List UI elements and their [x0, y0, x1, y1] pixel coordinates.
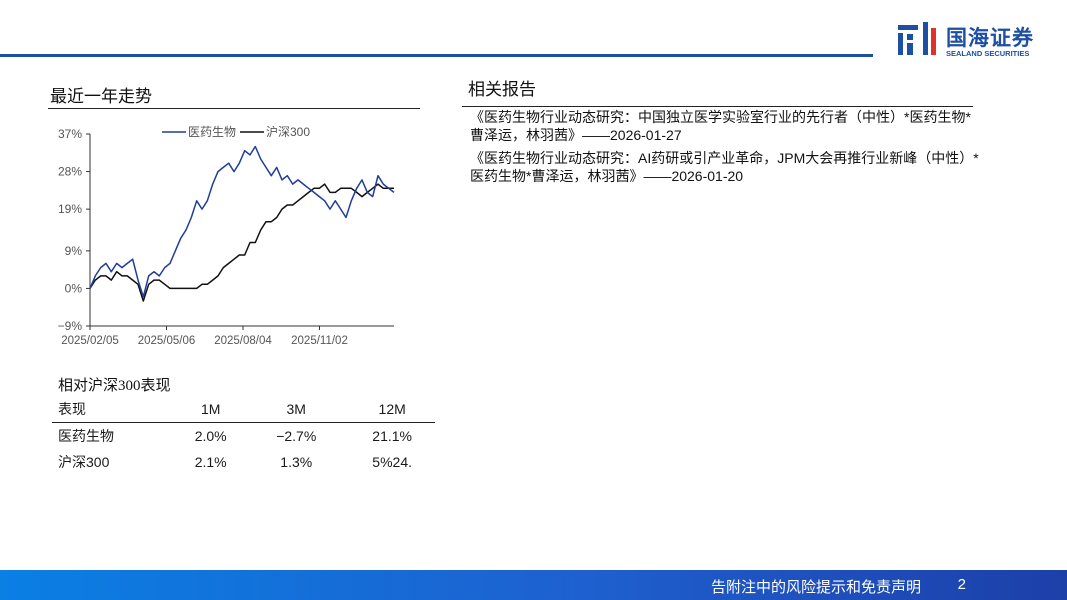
x-axis: 2025/02/05 2025/05/06 2025/08/04 2025/11/02: [61, 325, 394, 347]
table-header-row: 表现 1M 3M 12M: [52, 396, 435, 423]
y-tick-label: 28%: [58, 165, 82, 179]
footer-bar: 告附注中的风险提示和免责声明 2: [0, 570, 1067, 600]
brand-logo: 国海证券 SEALAND SECURITIES: [896, 20, 1056, 60]
x-tick-label: 2025/11/02: [291, 335, 348, 347]
sealand-logo-icon: [898, 22, 936, 55]
brand-name-cn: 国海证券: [946, 27, 1034, 50]
trend-chart: 37% 28% 19% 9% 0% −9% 2025/02/05 2025/05/06 202…: [52, 118, 422, 354]
x-tick-label: 2025/05/06: [138, 335, 196, 347]
y-axis: 37% 28% 19% 9% 0% −9%: [58, 127, 91, 333]
y-tick-label: 37%: [58, 127, 82, 141]
page-number: 2: [957, 576, 966, 593]
legend-label: 沪深300: [266, 125, 310, 139]
reports-rule: [462, 106, 973, 107]
header-cell: 3M: [243, 396, 350, 423]
table-cell: −2.7%: [276, 428, 317, 444]
header-cell: 12M: [349, 396, 435, 423]
reports-list: 《医药生物行业动态研究：中国独立医学实验室行业的先行者（中性）*医药生物*曹泽运…: [470, 108, 980, 190]
x-tick-label: 2025/02/05: [61, 335, 119, 347]
table-cell: 2.1%: [194, 454, 227, 470]
performance-title: 相对沪深300表现: [58, 378, 171, 394]
report-link[interactable]: 《医药生物行业动态研究：AI药研或引产业革命，JPM大会再推行业新峰（中性）*医…: [470, 150, 979, 184]
trend-title: 最近一年走势: [50, 87, 152, 106]
y-tick-label: −9%: [58, 319, 83, 333]
y-tick-label: 0%: [65, 281, 83, 295]
reports-title: 相关报告: [468, 80, 536, 99]
y-tick-label: 19%: [58, 202, 82, 216]
table-cell: 1.3%: [280, 454, 313, 470]
table-cell: 5%24.: [372, 454, 412, 470]
y-tick-label: 9%: [65, 244, 83, 258]
table-cell: 医药生物: [58, 428, 114, 444]
x-tick-label: 2025/08/04: [214, 335, 272, 347]
table-row: 沪深300 2.1% 1.3% 5%24.: [52, 449, 435, 475]
legend-label: 医药生物: [188, 125, 236, 139]
disclaimer-text: 告附注中的风险提示和免责声明: [710, 579, 921, 596]
report-link[interactable]: 《医药生物行业动态研究：中国独立医学实验室行业的先行者（中性）*医药生物*曹泽运…: [470, 109, 971, 143]
trend-chart-svg: 37%28%19%9%0%−9% 2025/02/05 2025/05/06 202…: [58, 125, 395, 347]
header-cell: 表现: [52, 396, 179, 423]
performance-table: 表现 1M 3M 12M 医药生物 2.0% −2.7% 21.1% 沪深300…: [52, 396, 435, 475]
chart-legend: 医药生物 沪深300: [162, 125, 310, 139]
table-cell: 2.0%: [194, 428, 227, 444]
trend-rule: [48, 108, 420, 109]
header-rule: [0, 54, 873, 57]
series-line-pharma: [89, 145, 395, 298]
brand-name-en: SEALAND SECURITIES: [946, 49, 1030, 58]
table-cell: 21.1%: [372, 428, 412, 444]
table-row: 医药生物 2.0% −2.7% 21.1%: [52, 423, 435, 450]
table-cell: 沪深300: [58, 454, 110, 470]
series-layer: [89, 145, 395, 302]
series-line-csi300: [89, 183, 394, 302]
header-cell: 1M: [178, 396, 244, 423]
